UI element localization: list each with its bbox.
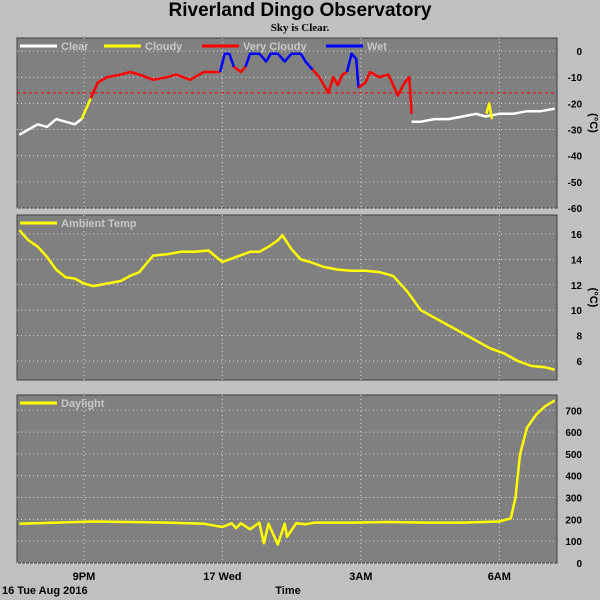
- series-line-cloudy: [485, 102, 494, 120]
- y-tick-label: 6: [576, 357, 582, 368]
- y-tick-label: 200: [565, 515, 582, 526]
- date-label: 16 Tue Aug 2016: [2, 585, 88, 597]
- y-tick-label: 0: [576, 559, 582, 570]
- legend-label: Wet: [367, 41, 387, 53]
- y-axis-label: (°C): [587, 288, 599, 308]
- y-tick-label: -30: [568, 126, 583, 137]
- y-tick-label: 16: [571, 230, 583, 241]
- series-line-cloudy: [80, 97, 92, 120]
- y-tick-label: 700: [565, 406, 582, 417]
- series-line-ambient-temp: [18, 229, 556, 372]
- series-line-clear: [18, 117, 83, 136]
- x-tick-label: 9PM: [73, 571, 96, 583]
- legend-label: Ambient Temp: [61, 218, 137, 230]
- y-tick-label: 300: [565, 494, 582, 505]
- series-line-wet: [218, 52, 236, 73]
- y-axis-label: (°C): [587, 113, 599, 133]
- x-tick-label: 17 Wed: [203, 571, 241, 583]
- y-tick-label: 12: [571, 281, 583, 292]
- series-line-very-cloudy: [357, 70, 413, 114]
- series-line-very-cloudy: [311, 68, 348, 95]
- series-line-wet: [244, 52, 314, 71]
- y-tick-label: 8: [576, 332, 582, 343]
- plot-area-2: [16, 214, 558, 381]
- sky-status: Sky is Clear.: [270, 22, 330, 34]
- y-tick-label: -40: [568, 152, 583, 163]
- x-tick-label: 3AM: [349, 571, 372, 583]
- y-tick-label: 10: [571, 306, 583, 317]
- series-line-clear: [411, 107, 555, 123]
- legend-label: Clear: [61, 41, 89, 53]
- y-tick-label: 600: [565, 428, 582, 439]
- y-tick-label: 0: [576, 47, 582, 58]
- legend-label: Cloudy: [145, 41, 183, 53]
- plot-area-1: [16, 37, 558, 209]
- series-line-very-cloudy: [89, 70, 221, 99]
- x-tick-label: 6AM: [488, 571, 511, 583]
- x-axis-title: Time: [275, 585, 300, 597]
- y-tick-label: 500: [565, 450, 582, 461]
- y-tick-label: 100: [565, 537, 582, 548]
- series-line-very-cloudy: [233, 65, 247, 74]
- series-line-daylight: [19, 399, 556, 546]
- y-tick-label: -10: [568, 73, 583, 84]
- legend-label: Very Cloudy: [243, 41, 307, 53]
- legend-label: Daylight: [61, 398, 105, 410]
- y-tick-label: 400: [565, 472, 582, 483]
- y-tick-label: 14: [571, 255, 583, 266]
- y-tick-label: -50: [568, 178, 583, 189]
- page-title: Riverland Dingo Observatory: [168, 0, 432, 21]
- y-tick-label: -60: [568, 204, 583, 215]
- y-tick-label: -20: [568, 99, 583, 110]
- series-line-wet: [345, 52, 360, 88]
